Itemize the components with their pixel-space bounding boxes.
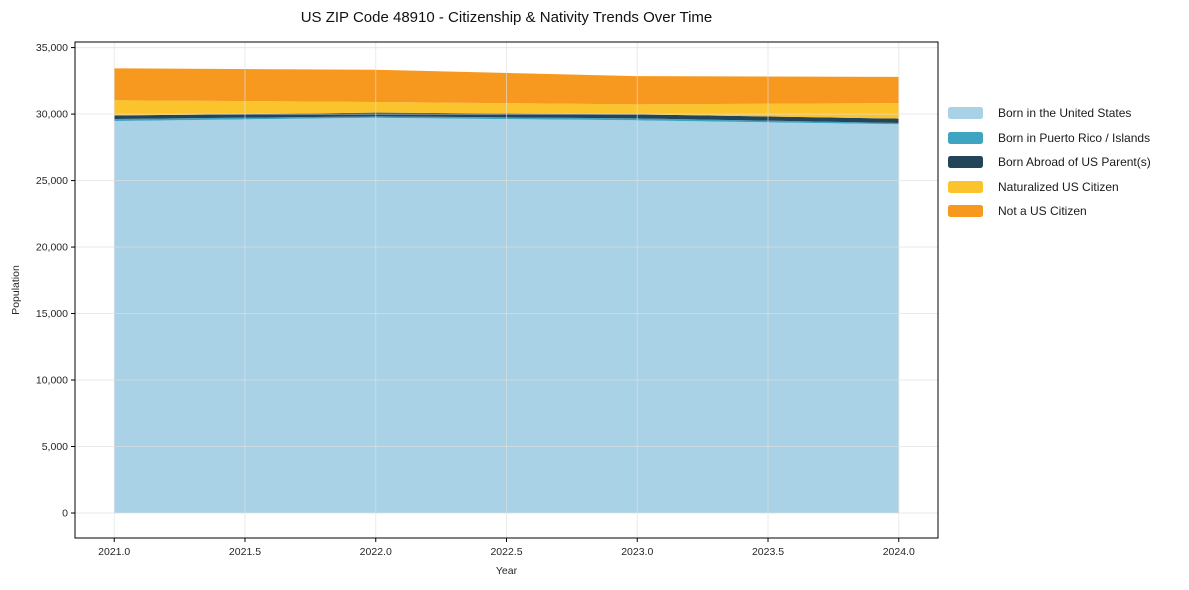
legend: Born in the United States Born in Puerto …	[948, 107, 1151, 230]
legend-swatch-naturalized-us-citizen	[948, 180, 983, 193]
legend-label: Born in the United States	[998, 106, 1132, 120]
legend-item-born-in-puerto-rico-islands: Born in Puerto Rico / Islands	[948, 130, 1151, 145]
legend-item-naturalized-us-citizen: Naturalized US Citizen	[948, 179, 1151, 194]
x-tick-label: 2023.5	[752, 546, 784, 558]
legend-label: Born Abroad of US Parent(s)	[998, 155, 1151, 170]
legend-swatch-born-in-puerto-rico-islands	[948, 131, 983, 144]
legend-label: Not a US Citizen	[998, 204, 1087, 219]
x-axis-label: Year	[495, 565, 518, 577]
area-born-abroad-of-us-parent-s	[114, 112, 899, 123]
legend-item-born-abroad-of-us-parent-s: Born Abroad of US Parent(s)	[948, 155, 1151, 170]
legend-label: Naturalized US Citizen	[998, 179, 1119, 194]
y-tick-label: 20,000	[36, 242, 68, 254]
x-tick-label: 2021.0	[98, 546, 130, 558]
x-tick-label: 2024.0	[883, 546, 915, 558]
y-tick-label: 25,000	[36, 175, 68, 187]
x-tick-label: 2021.5	[229, 546, 261, 558]
y-axis-label: Population	[10, 265, 22, 315]
legend-item-not-a-us-citizen: Not a US Citizen	[948, 204, 1151, 219]
y-tick-label: 15,000	[36, 308, 68, 320]
y-tick-label: 0	[62, 508, 68, 520]
legend-label: Born in Puerto Rico / Islands	[998, 130, 1151, 145]
legend-swatch-not-a-us-citizen	[948, 205, 983, 218]
x-tick-label: 2022.0	[360, 546, 392, 558]
legend-swatch-born-in-the-united-states	[948, 107, 983, 119]
legend-item-born-in-the-united-states: Born in the United States	[948, 107, 1151, 119]
x-tick-label: 2023.0	[621, 546, 653, 558]
y-tick-label: 10,000	[36, 375, 68, 387]
chart-title: US ZIP Code 48910 - Citizenship & Nativi…	[300, 9, 713, 26]
legend-swatch-born-abroad-of-us-parent-s	[948, 156, 983, 169]
x-tick-label: 2022.5	[490, 546, 522, 558]
y-tick-label: 5,000	[42, 441, 68, 453]
y-tick-label: 30,000	[36, 109, 68, 121]
y-tick-label: 35,000	[36, 42, 68, 54]
area-born-in-puerto-rico-islands	[114, 116, 899, 125]
